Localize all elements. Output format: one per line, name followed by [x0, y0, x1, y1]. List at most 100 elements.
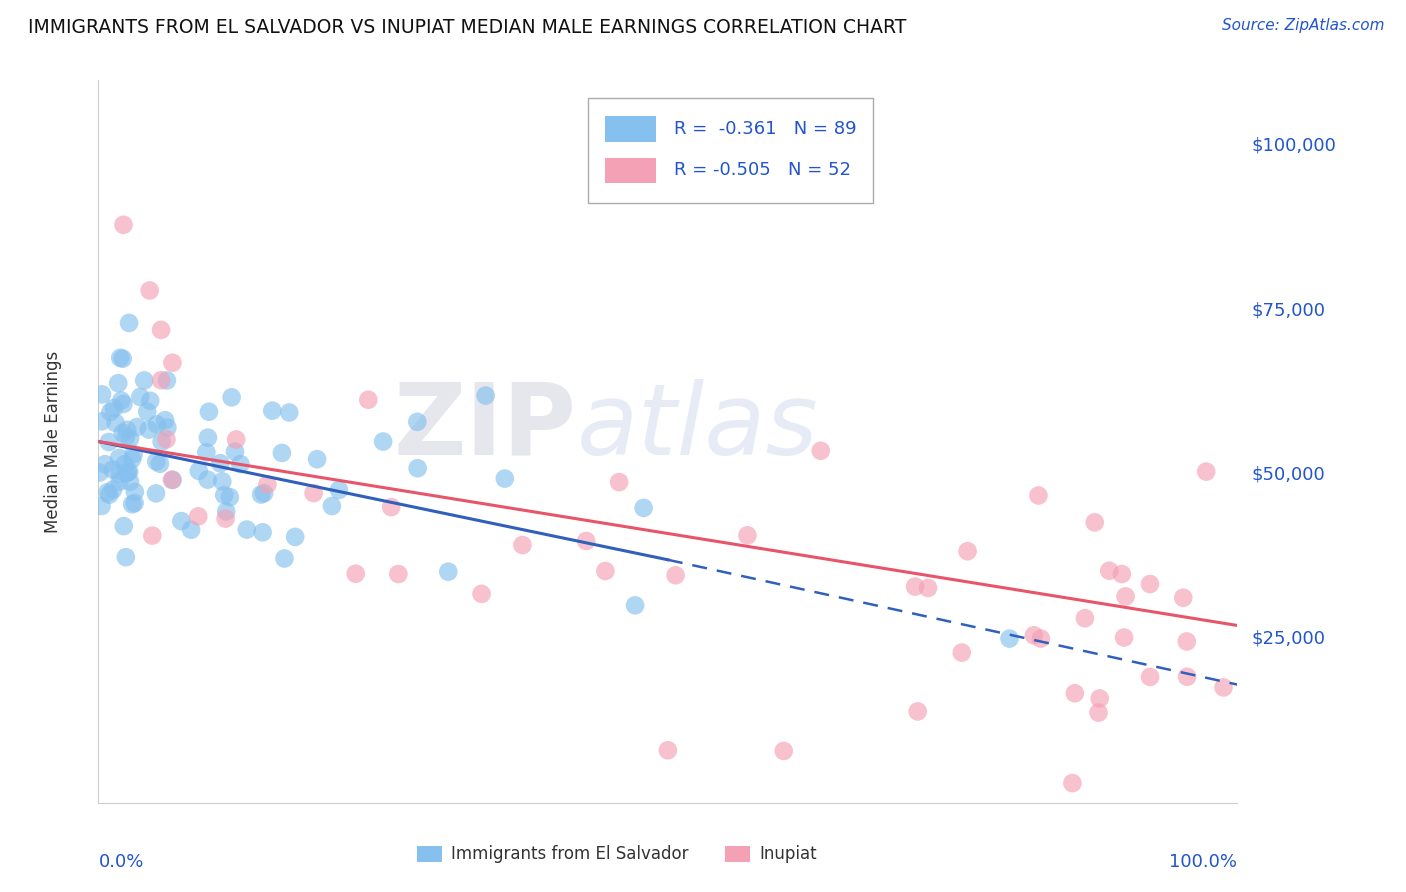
Point [197, 431, 219, 445]
Point [1139, 670, 1161, 684]
Point [124, 496, 146, 510]
Point [89, 466, 111, 480]
Point [160, 473, 183, 487]
Point [118, 432, 141, 446]
Point [138, 284, 160, 298]
Text: Inupiat: Inupiat [759, 845, 817, 863]
FancyBboxPatch shape [588, 98, 873, 203]
Point [474, 388, 496, 402]
Text: 100.0%: 100.0% [1170, 854, 1237, 871]
Point [737, 528, 759, 542]
Point [494, 472, 516, 486]
Point [328, 483, 350, 497]
Point [273, 551, 295, 566]
Point [115, 467, 138, 481]
Point [215, 504, 238, 518]
Point [115, 423, 138, 437]
Point [98, 488, 121, 502]
Point [665, 568, 688, 582]
Text: $100,000: $100,000 [1251, 137, 1336, 155]
Point [253, 486, 276, 500]
Point [112, 218, 135, 232]
Point [252, 525, 274, 540]
Point [129, 390, 152, 404]
Text: R = -0.505   N = 52: R = -0.505 N = 52 [673, 161, 851, 179]
Text: $50,000: $50,000 [1251, 466, 1324, 483]
Point [344, 566, 367, 581]
Point [302, 486, 325, 500]
Point [198, 405, 221, 419]
Point [256, 477, 278, 491]
Point [156, 420, 179, 434]
Point [141, 528, 163, 542]
Point [150, 323, 173, 337]
Point [607, 475, 630, 489]
Point [120, 475, 142, 489]
Text: $75,000: $75,000 [1251, 301, 1326, 319]
Point [1139, 577, 1161, 591]
Point [225, 433, 247, 447]
Point [917, 581, 939, 595]
Point [357, 392, 380, 407]
Point [150, 373, 173, 387]
Point [121, 497, 143, 511]
Point [111, 351, 134, 366]
Point [1029, 632, 1052, 646]
Point [162, 356, 184, 370]
Point [134, 373, 156, 387]
Point [114, 457, 136, 471]
Point [950, 646, 973, 660]
Point [139, 393, 162, 408]
Point [101, 483, 124, 497]
Point [91, 387, 114, 401]
Point [118, 465, 141, 479]
FancyBboxPatch shape [605, 158, 657, 183]
Point [101, 462, 124, 476]
Point [575, 533, 598, 548]
Point [1175, 634, 1198, 648]
Text: atlas: atlas [576, 378, 818, 475]
Point [633, 500, 655, 515]
Point [209, 456, 232, 470]
Point [118, 316, 141, 330]
Point [1195, 465, 1218, 479]
Point [149, 457, 172, 471]
Point [138, 423, 160, 437]
Point [90, 414, 112, 428]
Text: IMMIGRANTS FROM EL SALVADOR VS INUPIAT MEDIAN MALE EARNINGS CORRELATION CHART: IMMIGRANTS FROM EL SALVADOR VS INUPIAT M… [28, 18, 907, 37]
Point [595, 564, 617, 578]
Point [122, 447, 145, 461]
Point [153, 413, 176, 427]
Point [371, 434, 394, 449]
Point [187, 509, 209, 524]
Point [187, 464, 209, 478]
Point [108, 450, 131, 465]
Point [1098, 564, 1121, 578]
Point [114, 550, 136, 565]
Point [772, 744, 794, 758]
Point [121, 452, 143, 467]
Point [155, 433, 177, 447]
Point [111, 425, 134, 440]
Point [108, 475, 131, 489]
Point [214, 511, 236, 525]
Text: Source: ZipAtlas.com: Source: ZipAtlas.com [1222, 18, 1385, 33]
Point [156, 373, 179, 387]
Point [1111, 567, 1133, 582]
Point [998, 632, 1021, 646]
Point [124, 484, 146, 499]
Point [94, 457, 117, 471]
Point [127, 420, 149, 434]
Point [104, 416, 127, 430]
Point [107, 376, 129, 391]
Text: 0.0%: 0.0% [98, 854, 143, 871]
Point [195, 445, 218, 459]
Point [1087, 706, 1109, 720]
Point [321, 499, 343, 513]
Point [907, 705, 929, 719]
Text: ZIP: ZIP [394, 378, 576, 475]
Point [1028, 488, 1050, 502]
Text: Immigrants from El Salvador: Immigrants from El Salvador [451, 845, 689, 863]
Point [406, 461, 429, 475]
Point [1112, 631, 1135, 645]
